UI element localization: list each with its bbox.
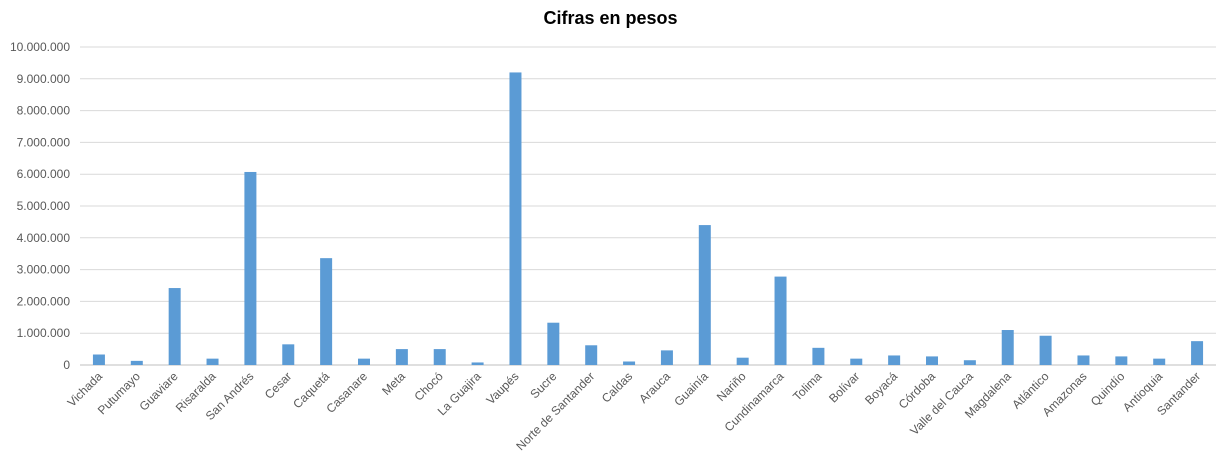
bar	[888, 355, 901, 365]
x-tick-label: Tolima	[790, 369, 825, 404]
y-tick-label: 4.000.000	[17, 231, 71, 245]
bar	[358, 358, 370, 365]
y-tick-label: 5.000.000	[17, 199, 71, 213]
bar	[471, 362, 484, 365]
x-tick-label: Nariño	[714, 369, 749, 404]
y-tick-label: 10.000.000	[10, 40, 70, 54]
x-tick-label: Meta	[379, 369, 408, 398]
x-tick-label: Guainía	[671, 369, 711, 409]
y-tick-label: 0	[63, 358, 70, 372]
bar	[92, 354, 105, 365]
bar	[1077, 355, 1090, 365]
bar	[1191, 341, 1204, 365]
x-tick-label: Bolívar	[826, 369, 862, 405]
y-tick-label: 2.000.000	[17, 294, 71, 308]
y-tick-label: 3.000.000	[17, 263, 71, 277]
x-tick-label: Sucre	[527, 369, 559, 401]
x-tick-label: Cesar	[262, 369, 295, 402]
bar	[623, 361, 636, 365]
bar	[585, 345, 598, 365]
bar	[168, 288, 181, 365]
x-tick-label: Vaupés	[484, 369, 522, 407]
bar	[774, 276, 787, 365]
y-tick-label: 8.000.000	[17, 104, 71, 118]
y-tick-label: 9.000.000	[17, 72, 71, 86]
chart-title: Cifras en pesos	[543, 8, 678, 28]
bar	[963, 360, 976, 365]
bar	[320, 258, 333, 365]
x-tick-label: Caldas	[599, 369, 635, 405]
bar	[547, 322, 560, 365]
bar	[1115, 356, 1128, 365]
bar	[812, 347, 825, 365]
bar	[926, 356, 938, 365]
bar	[433, 349, 446, 365]
bar	[130, 360, 143, 365]
x-tick-label: Chocó	[411, 369, 446, 404]
bar	[1153, 358, 1166, 365]
y-tick-label: 6.000.000	[17, 167, 71, 181]
bar	[282, 344, 295, 365]
x-tick-label: Casanare	[323, 369, 370, 416]
bar	[509, 72, 522, 365]
bar	[244, 171, 257, 365]
bar	[395, 349, 408, 365]
x-tick-label: Arauca	[636, 369, 673, 406]
bar	[736, 357, 749, 365]
bar	[1039, 335, 1052, 365]
bar	[850, 358, 863, 365]
y-tick-label: 1.000.000	[17, 326, 71, 340]
bar	[1001, 330, 1014, 365]
y-tick-label: 7.000.000	[17, 135, 71, 149]
bar	[206, 358, 219, 365]
bar	[660, 350, 673, 365]
bar	[698, 225, 711, 365]
